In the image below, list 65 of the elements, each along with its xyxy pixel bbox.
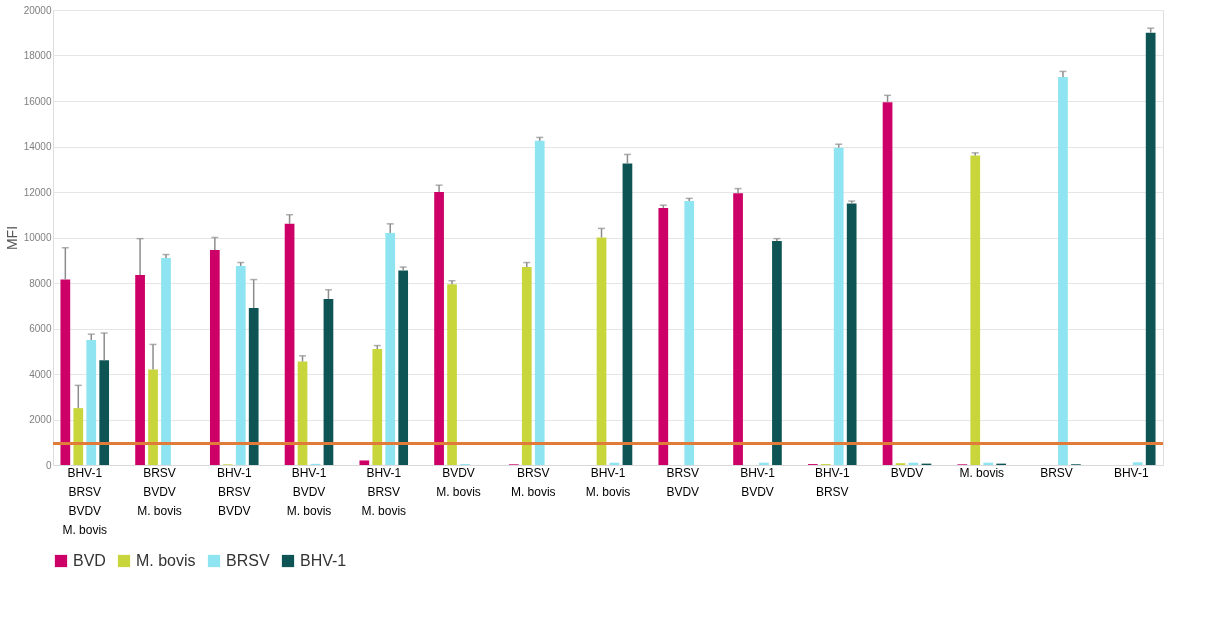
x-tick-label: BHV-1 BRSV BVDV M. bovis	[62, 465, 108, 537]
bar	[148, 369, 158, 465]
y-axis-title: MFI	[3, 225, 20, 251]
x-tick-label: BRSV M. bovis	[510, 465, 556, 499]
bar	[882, 102, 893, 465]
legend-label: BRSV	[226, 552, 270, 569]
bar	[359, 460, 370, 465]
y-tick-label: 18000	[23, 50, 52, 61]
y-tick-label: 14000	[23, 141, 52, 152]
y-tick-label: 12000	[23, 186, 52, 198]
bar	[759, 462, 769, 465]
x-tick-label: BHV-1 M. bovis	[585, 465, 631, 499]
y-tick-label: 6000	[29, 323, 52, 334]
y-tick-label: 16000	[23, 95, 52, 107]
x-tick-label: BHV-1 BRSV	[814, 465, 850, 499]
bar	[846, 203, 857, 465]
bar	[772, 240, 782, 465]
bar	[235, 265, 246, 465]
bar	[135, 275, 145, 465]
bar	[60, 279, 71, 465]
bar	[622, 163, 633, 465]
x-tick-label: BVDV M. bovis	[436, 465, 481, 499]
bar	[73, 408, 84, 465]
bar	[1145, 32, 1156, 465]
x-tick-label: BHV-1 BVDV	[740, 465, 776, 499]
x-tick-label: BRSV	[1040, 465, 1073, 480]
bar	[99, 360, 110, 465]
bar	[983, 462, 994, 465]
bar	[372, 348, 383, 465]
bar	[1058, 77, 1068, 465]
x-tick-label: BHV-1 BVDV M. bovis	[286, 465, 332, 518]
legend-label: BHV-1	[300, 552, 347, 569]
bar	[447, 284, 457, 465]
bar	[521, 267, 532, 465]
bar	[684, 201, 695, 465]
bar	[323, 298, 334, 465]
bar	[534, 140, 545, 465]
bar	[297, 361, 308, 465]
y-tick-label: 0	[45, 459, 52, 471]
bar	[284, 223, 295, 465]
x-tick-label: BRSV BVDV M. bovis	[137, 465, 182, 518]
x-tick-label: BVDV	[890, 465, 924, 480]
bar	[596, 237, 607, 465]
bar	[385, 232, 396, 465]
bar	[970, 155, 981, 465]
y-tick-label: 20000	[23, 4, 52, 16]
bar	[434, 192, 444, 465]
legend-label: BVD	[73, 552, 106, 569]
y-tick-label: 2000	[29, 414, 52, 425]
bar	[733, 193, 743, 465]
y-tick-label: 8000	[29, 277, 52, 289]
y-tick-label: 10000	[23, 232, 52, 243]
bar	[161, 257, 171, 465]
x-tick-label: BHV-1 BRSV BVDV	[216, 465, 252, 518]
x-tick-label: M. bovis	[959, 465, 1005, 480]
x-tick-label: BHV-1 BRSV M. bovis	[361, 465, 407, 518]
y-tick-label: 4000	[29, 368, 52, 380]
legend-label: M. bovis	[136, 552, 196, 569]
bar	[86, 339, 97, 465]
x-tick-label: BRSV BVDV	[666, 465, 700, 499]
x-tick-label: BHV-1	[1113, 465, 1149, 480]
bar	[248, 308, 259, 465]
bar	[1132, 462, 1143, 465]
bar	[658, 207, 669, 465]
bar	[209, 250, 220, 465]
